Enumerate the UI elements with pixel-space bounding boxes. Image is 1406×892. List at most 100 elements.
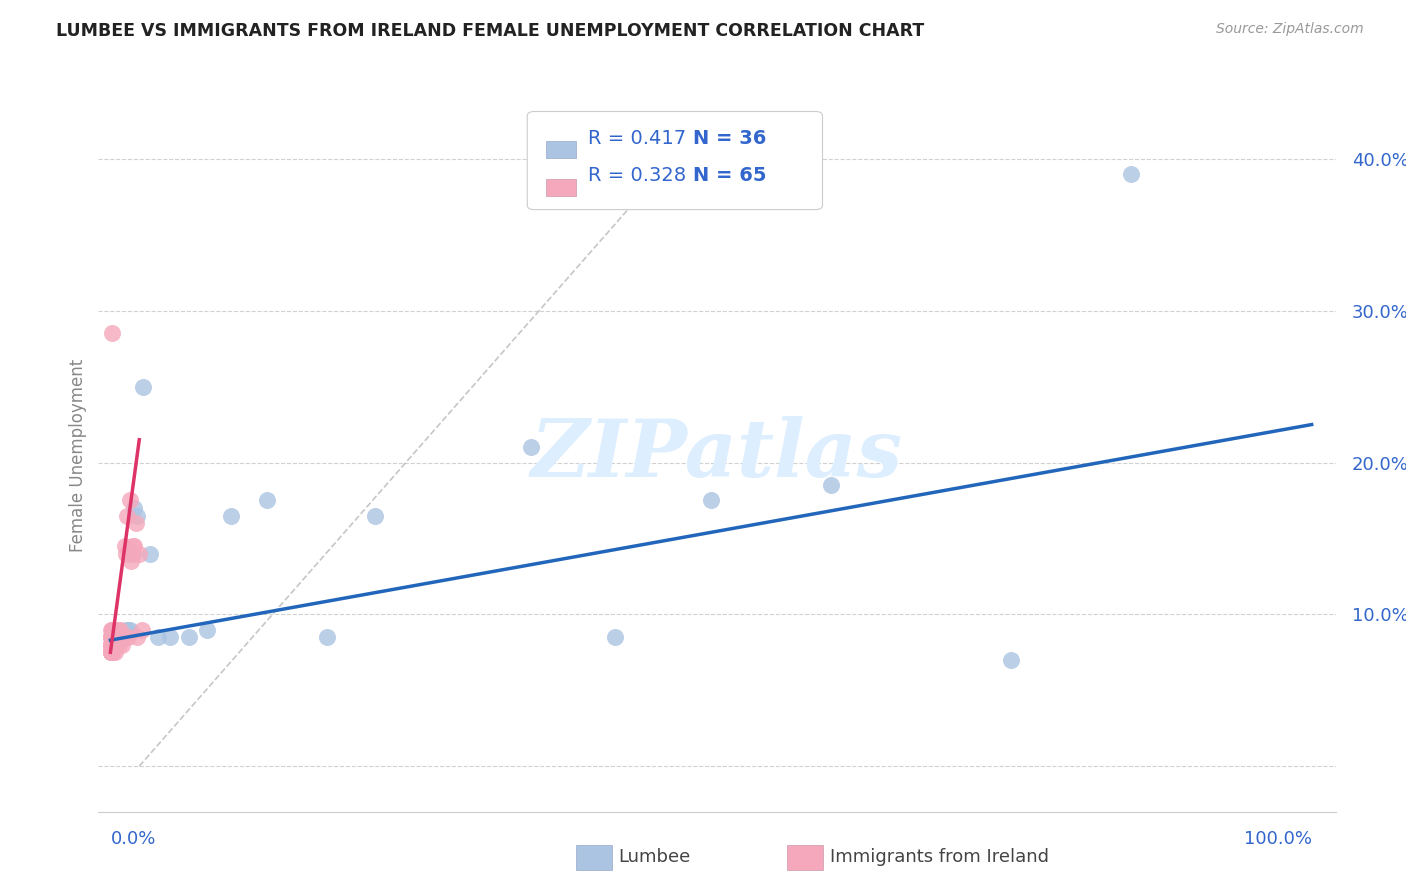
Point <box>101 630 124 644</box>
Point <box>100 645 122 659</box>
Point <box>101 630 124 644</box>
Point <box>100 645 122 659</box>
Point <box>139 547 162 561</box>
Point <box>124 539 146 553</box>
Point <box>124 501 146 516</box>
Text: 100.0%: 100.0% <box>1244 830 1312 848</box>
Point <box>159 630 181 644</box>
Point <box>100 638 122 652</box>
Point <box>100 623 122 637</box>
Point <box>108 630 131 644</box>
Point <box>118 493 141 508</box>
Point <box>120 554 142 568</box>
Point <box>105 638 128 652</box>
Point <box>101 638 124 652</box>
Point <box>256 493 278 508</box>
Point <box>115 547 138 561</box>
Point <box>131 623 153 637</box>
Point <box>101 638 124 652</box>
Point <box>100 645 122 659</box>
Point <box>100 630 122 644</box>
Point <box>108 630 131 644</box>
Point <box>115 623 138 637</box>
Point <box>107 630 129 644</box>
Point <box>112 630 135 644</box>
Point <box>103 630 125 644</box>
Point <box>132 379 155 393</box>
Point <box>101 623 124 637</box>
Point <box>100 638 122 652</box>
Text: LUMBEE VS IMMIGRANTS FROM IRELAND FEMALE UNEMPLOYMENT CORRELATION CHART: LUMBEE VS IMMIGRANTS FROM IRELAND FEMALE… <box>56 22 925 40</box>
Point <box>114 539 136 553</box>
Text: Source: ZipAtlas.com: Source: ZipAtlas.com <box>1216 22 1364 37</box>
Point <box>100 638 122 652</box>
Point <box>104 630 127 644</box>
Point <box>103 630 125 644</box>
Point <box>148 630 170 644</box>
Text: R = 0.417: R = 0.417 <box>588 128 686 148</box>
Point <box>101 645 124 659</box>
Point <box>117 623 139 637</box>
Point <box>117 630 139 644</box>
Point <box>101 630 124 644</box>
Point <box>101 638 124 652</box>
Point <box>108 630 131 644</box>
Text: N = 65: N = 65 <box>693 166 766 186</box>
Point <box>122 547 145 561</box>
Text: Lumbee: Lumbee <box>619 848 690 866</box>
Point <box>122 539 145 553</box>
Point <box>105 630 128 644</box>
Point <box>103 638 125 652</box>
Point <box>100 638 122 652</box>
Point <box>125 630 148 644</box>
Point <box>100 645 122 659</box>
Point <box>700 493 723 508</box>
Point <box>100 630 122 644</box>
Point <box>100 630 122 644</box>
Point <box>100 630 122 644</box>
Point <box>105 630 128 644</box>
Point <box>117 508 139 523</box>
Point <box>219 508 242 523</box>
Point <box>121 547 143 561</box>
Point <box>108 630 131 644</box>
Point <box>108 623 131 637</box>
Point <box>603 630 626 644</box>
Point <box>110 630 132 644</box>
Point <box>1121 167 1143 181</box>
Point <box>100 638 122 652</box>
Point <box>111 638 134 652</box>
Point <box>100 326 122 341</box>
Point <box>112 630 135 644</box>
Point <box>110 630 132 644</box>
Point <box>100 623 122 637</box>
Point <box>103 630 125 644</box>
Point <box>104 638 127 652</box>
Point <box>101 630 124 644</box>
Point <box>107 623 129 637</box>
Point <box>103 638 125 652</box>
Text: Immigrants from Ireland: Immigrants from Ireland <box>830 848 1049 866</box>
Text: ZIPatlas: ZIPatlas <box>531 417 903 493</box>
Point <box>101 630 124 644</box>
Point <box>195 623 218 637</box>
Text: R = 0.328: R = 0.328 <box>588 166 686 186</box>
Point <box>125 508 148 523</box>
Point <box>128 547 150 561</box>
Point <box>100 630 122 644</box>
Point <box>118 623 141 637</box>
Point <box>104 630 127 644</box>
Text: 0.0%: 0.0% <box>111 830 156 848</box>
Point <box>101 645 124 659</box>
Point <box>100 638 122 652</box>
Point <box>364 508 387 523</box>
Point <box>100 638 122 652</box>
Point <box>103 630 125 644</box>
Point <box>100 638 122 652</box>
Point <box>820 478 842 492</box>
Point <box>124 516 146 531</box>
Point <box>111 630 134 644</box>
Point <box>104 630 127 644</box>
Point <box>103 630 125 644</box>
Point <box>108 630 131 644</box>
